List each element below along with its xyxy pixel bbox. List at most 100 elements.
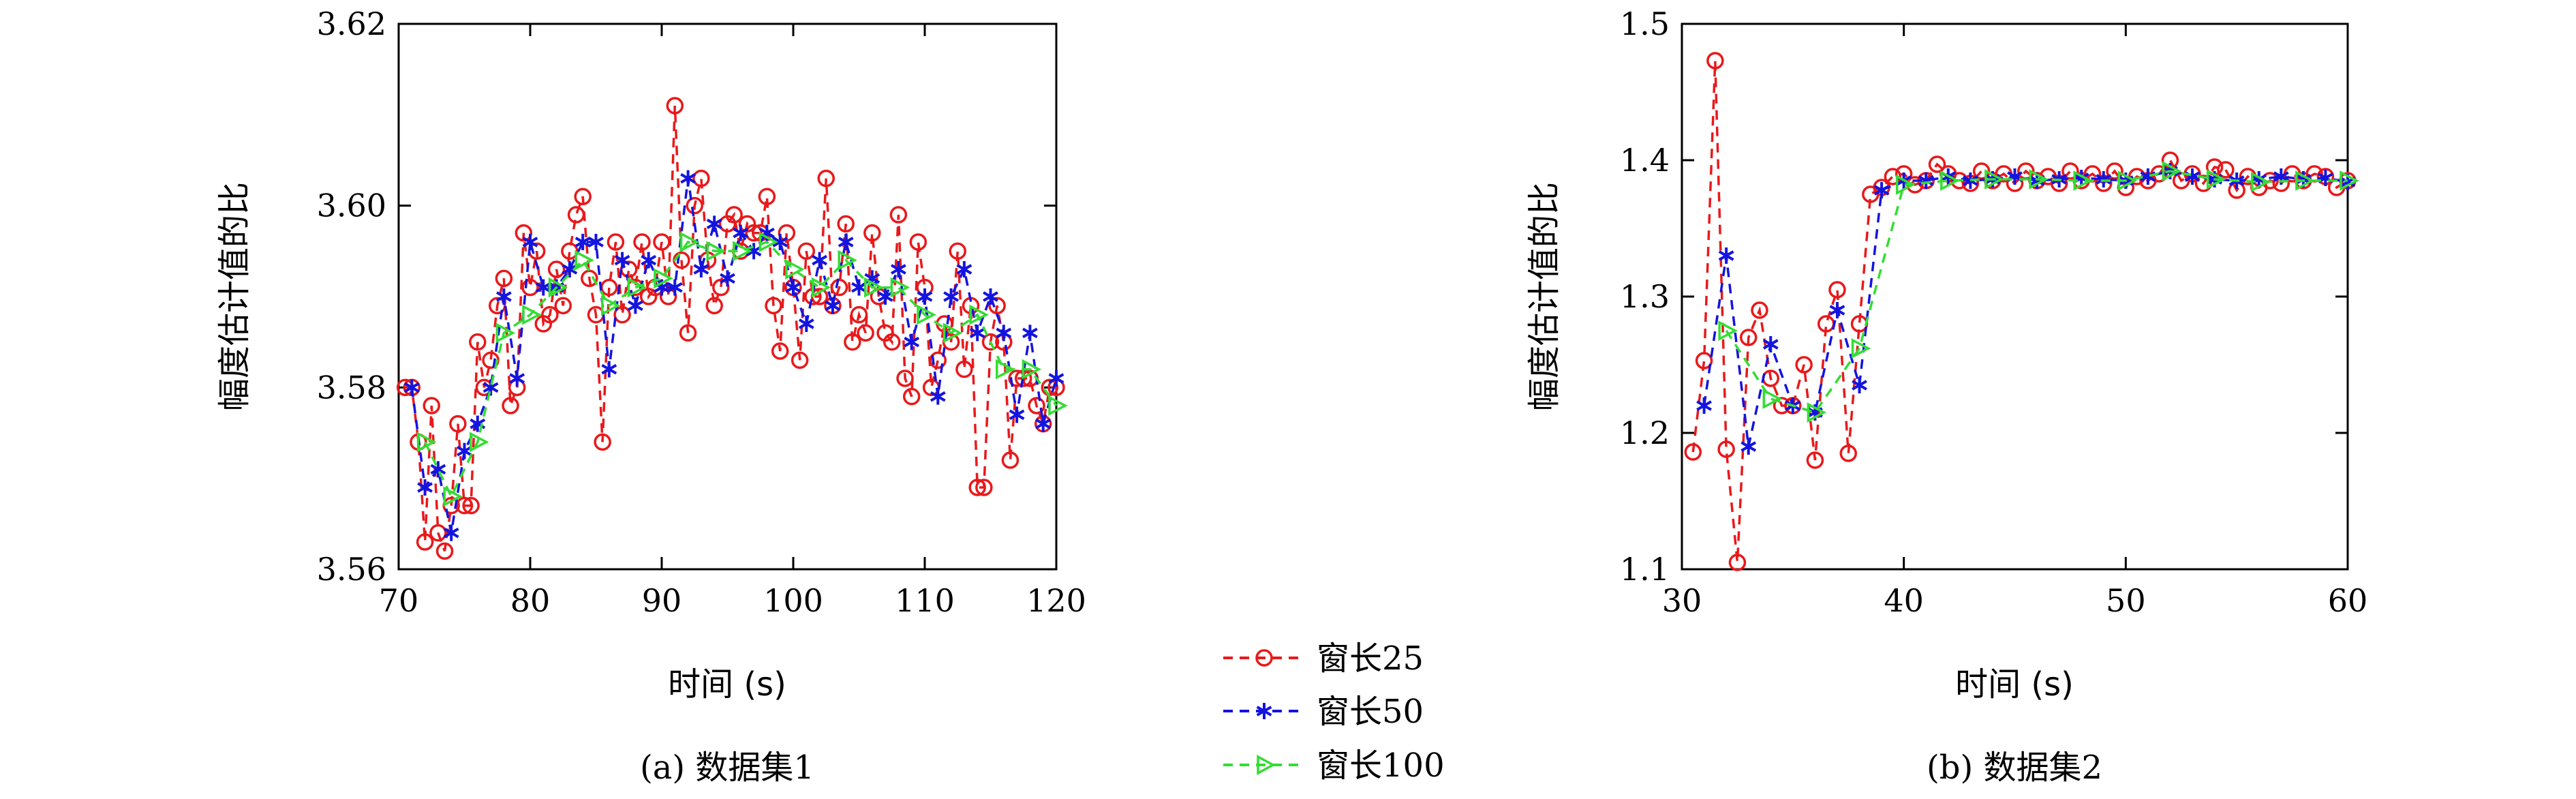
data-point-asterisk (943, 288, 959, 305)
data-point-triangle (706, 241, 726, 262)
data-point-circle (495, 269, 513, 288)
data-point-triangle (1718, 320, 1738, 341)
data-point-circle (1008, 370, 1026, 387)
data-point-triangle (548, 277, 568, 298)
data-point-asterisk (956, 261, 972, 277)
legend-circle-marker (1255, 649, 1273, 667)
data-point-triangle (838, 250, 857, 271)
data-point-asterisk (628, 297, 643, 314)
data-point-circle (541, 305, 559, 324)
ticks: 70 80 90 100 110 120 3.56 3.58 3.60 3.62 (317, 5, 1086, 619)
data-point-asterisk (457, 442, 472, 459)
data-point-circle (2106, 162, 2123, 180)
data-point-triangle (1940, 170, 1960, 191)
x-tick-label: 100 (763, 582, 823, 619)
data-point-circle (981, 333, 1000, 351)
data-point-circle (581, 269, 598, 288)
series-triangle-right (416, 232, 1068, 507)
data-point-asterisk (522, 234, 538, 250)
data-point-circle (692, 169, 710, 187)
data-point-asterisk (588, 234, 604, 250)
data-point-circle (883, 333, 901, 351)
data-point-circle (988, 297, 1006, 315)
data-point-circle (2061, 162, 2079, 180)
data-point-asterisk (1852, 377, 1867, 393)
legend-label: 窗长100 (1317, 747, 1445, 785)
data-point-triangle (917, 304, 936, 325)
data-point-asterisk (1873, 182, 1890, 198)
data-point-asterisk (1741, 438, 1757, 455)
x-tick-label: 40 (1884, 582, 1924, 619)
data-point-circle (547, 260, 566, 278)
plot-area-frame (1681, 22, 2349, 571)
data-point-triangle (1022, 359, 1042, 380)
data-point-asterisk (693, 261, 709, 277)
data-point-triangle (470, 432, 489, 453)
series-circle (1684, 52, 2357, 571)
data-point-circle (889, 206, 908, 224)
data-point-asterisk (785, 279, 801, 296)
data-point-circle (955, 360, 973, 378)
data-point-circle (659, 288, 677, 305)
series-line (405, 105, 1056, 552)
data-point-asterisk (403, 379, 420, 396)
data-point-triangle (1762, 389, 1783, 409)
legend: 窗长25 窗长50 窗长100 (1223, 639, 1445, 785)
data-point-triangle (785, 259, 805, 280)
data-point-triangle (2029, 169, 2049, 190)
data-point-circle (771, 342, 789, 360)
data-point-circle (679, 324, 697, 342)
panel-caption: (a) 数据集1 (640, 749, 814, 787)
x-tick-label: 80 (510, 582, 551, 619)
data-point-circle (1806, 451, 1824, 469)
data-point-triangle (1048, 395, 1068, 416)
data-point-asterisk (1696, 397, 1712, 414)
data-point-circle (1728, 554, 1747, 571)
data-point-asterisk (983, 288, 998, 305)
data-point-circle (745, 224, 763, 242)
data-point-asterisk (838, 234, 854, 250)
data-point-triangle (522, 304, 542, 325)
legend-item-window-50: 窗长50 (1223, 693, 1424, 731)
data-point-triangle (758, 232, 779, 252)
data-point-triangle (942, 322, 963, 344)
data-point-asterisk (733, 224, 749, 241)
data-point-triangle (2250, 172, 2271, 192)
series-line (424, 240, 1058, 500)
data-point-triangle (2340, 170, 2359, 191)
data-point-asterisk (2096, 171, 2112, 187)
data-point-circle (949, 242, 966, 260)
data-point-triangle (2162, 161, 2182, 181)
data-point-circle (1695, 352, 1713, 370)
data-point-circle (1739, 329, 1758, 346)
data-point-circle (975, 479, 993, 496)
data-point-asterisk (1048, 370, 1064, 387)
data-point-circle (896, 370, 914, 387)
data-point-triangle (2117, 170, 2138, 191)
data-point-asterisk (562, 261, 578, 277)
data-point-asterisk (641, 252, 657, 269)
data-point-circle (653, 233, 671, 251)
data-point-triangle (2206, 169, 2226, 190)
data-point-triangle (443, 486, 463, 507)
series-layer (1684, 52, 2359, 571)
data-point-triangle (969, 304, 989, 325)
data-point-triangle (996, 359, 1015, 380)
y-tick-label: 3.58 (317, 369, 386, 406)
data-point-circle (1828, 281, 1846, 299)
data-point-asterisk (574, 234, 591, 250)
x-axis-title: 时间 (s) (1955, 665, 2074, 704)
data-point-circle (686, 196, 703, 215)
legend-label: 窗长50 (1317, 693, 1424, 731)
data-point-asterisk (1718, 247, 1734, 264)
y-axis-title: 幅度估计值的比 (1525, 182, 1563, 411)
data-point-circle (863, 224, 881, 242)
x-tick-label: 110 (895, 582, 955, 619)
data-point-asterisk (720, 270, 735, 287)
data-point-circle (778, 224, 796, 242)
data-point-circle (502, 397, 519, 414)
data-point-circle (1684, 443, 1702, 461)
data-point-circle (1972, 162, 1991, 180)
series-layer (396, 97, 1068, 560)
data-point-asterisk (509, 370, 525, 387)
